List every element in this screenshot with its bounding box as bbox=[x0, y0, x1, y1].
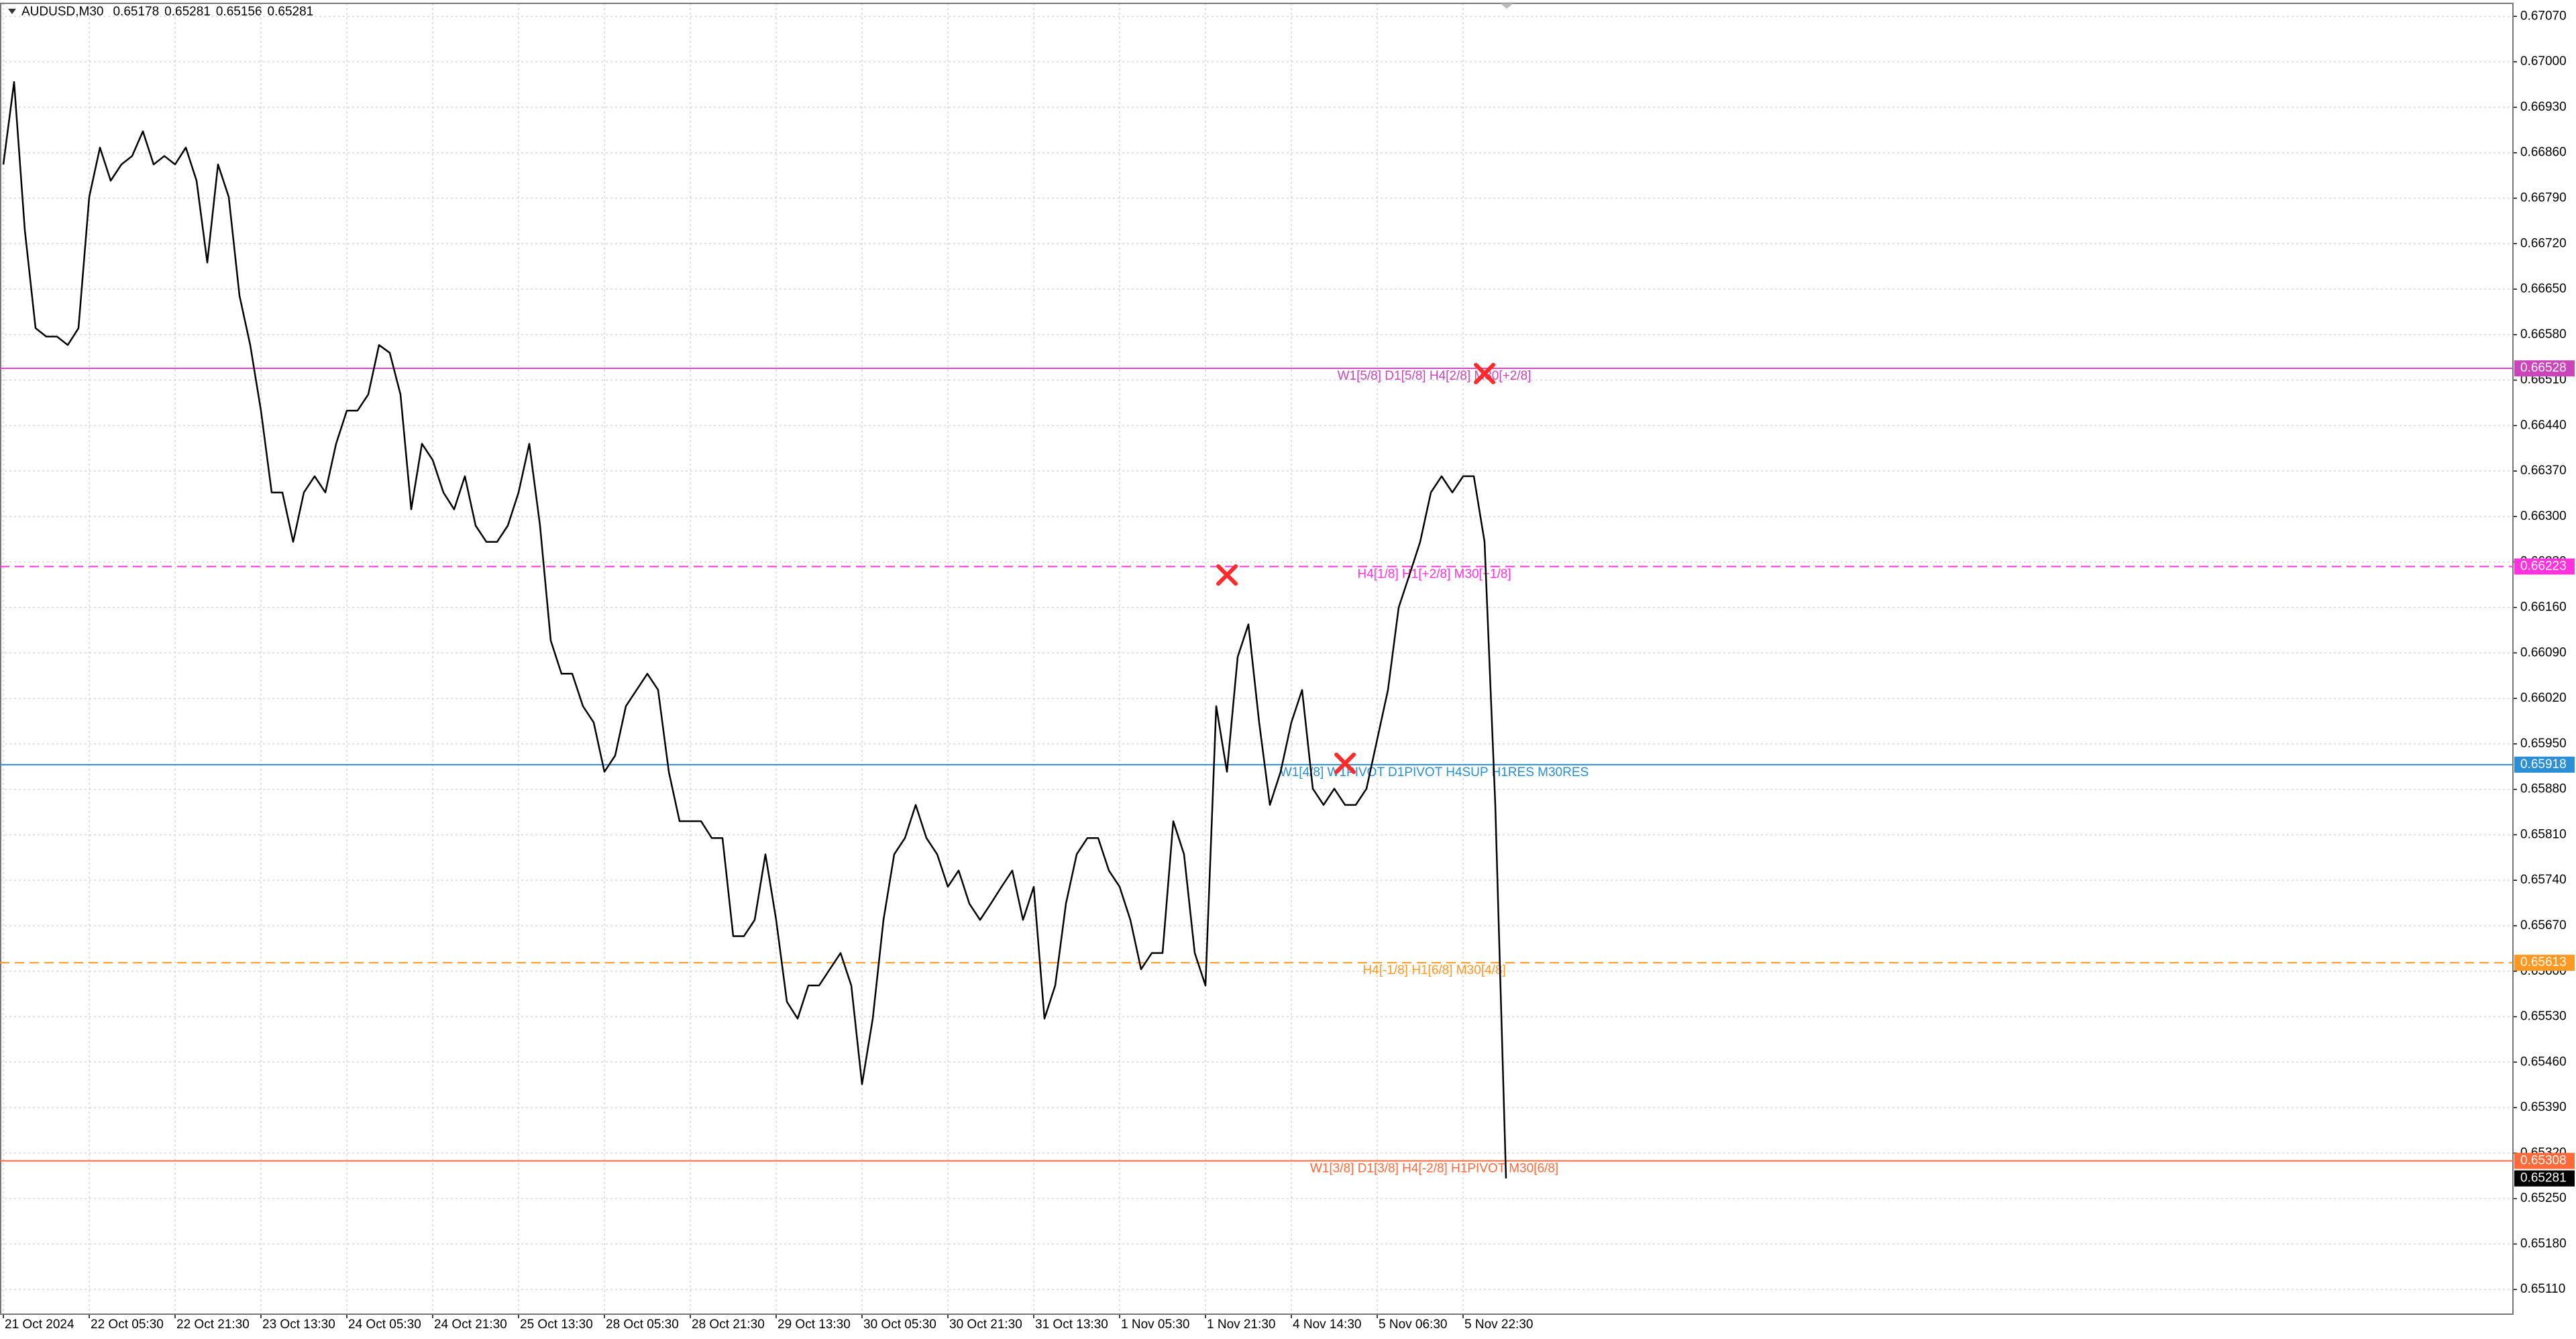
y-tick-label: 0.66930 bbox=[2520, 100, 2567, 114]
level-tag-box bbox=[2514, 558, 2575, 575]
y-tick-label: 0.66860 bbox=[2520, 146, 2567, 160]
price-line bbox=[2, 81, 1507, 1179]
x-tick-label: 22 Oct 21:30 bbox=[176, 1318, 250, 1332]
y-tick-label: 0.66300 bbox=[2520, 509, 2567, 523]
x-tick-label: 22 Oct 05:30 bbox=[91, 1318, 164, 1332]
x-tick-label: 24 Oct 05:30 bbox=[348, 1318, 421, 1332]
x-tick-label: 5 Nov 22:30 bbox=[1464, 1318, 1533, 1332]
y-tick-label: 0.66160 bbox=[2520, 600, 2567, 614]
x-tick-label: 4 Nov 14:30 bbox=[1293, 1318, 1361, 1332]
signal-cross bbox=[1216, 564, 1238, 586]
x-tick-label: 5 Nov 06:30 bbox=[1379, 1318, 1447, 1332]
x-tick-label: 24 Oct 21:30 bbox=[434, 1318, 507, 1332]
price-tag-box bbox=[2514, 1170, 2575, 1187]
y-tick-label: 0.65250 bbox=[2520, 1191, 2567, 1206]
y-tick-label: 0.65460 bbox=[2520, 1055, 2567, 1069]
level-tag-text: 0.66223 bbox=[2520, 559, 2567, 574]
high: 0.65281 bbox=[164, 5, 211, 19]
top-marker bbox=[1500, 3, 1513, 9]
y-tick-label: 0.66020 bbox=[2520, 691, 2567, 705]
level-label: W1[3/8] D1[3/8] H4[-2/8] H1PIVOT M30[6/8… bbox=[1310, 1162, 1558, 1176]
y-tick-label: 0.66370 bbox=[2520, 464, 2567, 478]
y-tick-label: 0.66090 bbox=[2520, 645, 2567, 659]
menu-arrow[interactable] bbox=[8, 9, 16, 14]
y-tick-label: 0.66440 bbox=[2520, 418, 2567, 432]
y-tick-label: 0.67070 bbox=[2520, 9, 2567, 23]
symbol: AUDUSD,M30 bbox=[21, 5, 103, 19]
low: 0.65156 bbox=[216, 5, 262, 19]
x-tick-label: 31 Oct 13:30 bbox=[1035, 1318, 1108, 1332]
y-tick-label: 0.66580 bbox=[2520, 327, 2567, 341]
x-tick-label: 30 Oct 05:30 bbox=[863, 1318, 936, 1332]
x-tick-label: 1 Nov 21:30 bbox=[1207, 1318, 1275, 1332]
level-label: H4[-1/8] H1[6/8] M30[4/8] bbox=[1362, 963, 1505, 977]
signal-cross bbox=[1474, 362, 1495, 384]
x-tick-label: 25 Oct 13:30 bbox=[520, 1318, 593, 1332]
x-tick-label: 23 Oct 13:30 bbox=[262, 1318, 335, 1332]
y-tick-label: 0.67000 bbox=[2520, 54, 2567, 68]
signal-cross bbox=[1334, 752, 1356, 774]
level-tag-box bbox=[2514, 1153, 2575, 1169]
y-tick-label: 0.65740 bbox=[2520, 873, 2567, 887]
chart-header: AUDUSD,M30 0.65178 0.65281 0.65156 0.65281 bbox=[21, 5, 313, 19]
y-tick-label: 0.66650 bbox=[2520, 282, 2567, 296]
y-tick-label: 0.65110 bbox=[2520, 1282, 2565, 1296]
y-tick-label: 0.65670 bbox=[2520, 918, 2567, 932]
y-tick-label: 0.65880 bbox=[2520, 782, 2567, 796]
y-tick-label: 0.65180 bbox=[2520, 1236, 2567, 1250]
x-tick-label: 1 Nov 05:30 bbox=[1121, 1318, 1189, 1332]
level-tag-text: 0.66528 bbox=[2520, 361, 2567, 375]
level-tag-box bbox=[2514, 756, 2575, 773]
y-tick-label: 0.65530 bbox=[2520, 1010, 2567, 1024]
close: 0.65281 bbox=[268, 5, 314, 19]
x-tick-label: 30 Oct 21:30 bbox=[949, 1318, 1022, 1332]
level-tag-box bbox=[2514, 955, 2575, 971]
y-tick-label: 0.65390 bbox=[2520, 1100, 2567, 1114]
level-tag-box bbox=[2514, 360, 2575, 377]
price-tag-text: 0.65281 bbox=[2520, 1171, 2567, 1185]
y-tick-label: 0.65810 bbox=[2520, 827, 2567, 841]
level-tag-text: 0.65308 bbox=[2520, 1154, 2567, 1168]
level-label: W1[5/8] D1[5/8] H4[2/8] M30[+2/8] bbox=[1338, 369, 1532, 383]
x-tick-label: 29 Oct 13:30 bbox=[777, 1318, 851, 1332]
plot-frame bbox=[0, 3, 2514, 1315]
level-tag-text: 0.65613 bbox=[2520, 955, 2567, 969]
y-tick-label: 0.65950 bbox=[2520, 737, 2567, 751]
level-tag-text: 0.65918 bbox=[2520, 757, 2567, 771]
x-tick-label: 28 Oct 05:30 bbox=[606, 1318, 679, 1332]
level-label: H4[1/8] H1[+2/8] M30[+1/8] bbox=[1357, 568, 1511, 582]
open: 0.65178 bbox=[113, 5, 159, 19]
y-tick-label: 0.66720 bbox=[2520, 236, 2567, 250]
x-tick-label: 28 Oct 21:30 bbox=[692, 1318, 765, 1332]
level-label: W1[4/8] W1PIVOT D1PIVOT H4SUP H1RES M30R… bbox=[1280, 765, 1589, 780]
y-tick-label: 0.66790 bbox=[2520, 191, 2567, 205]
x-tick-label: 21 Oct 2024 bbox=[5, 1318, 74, 1332]
